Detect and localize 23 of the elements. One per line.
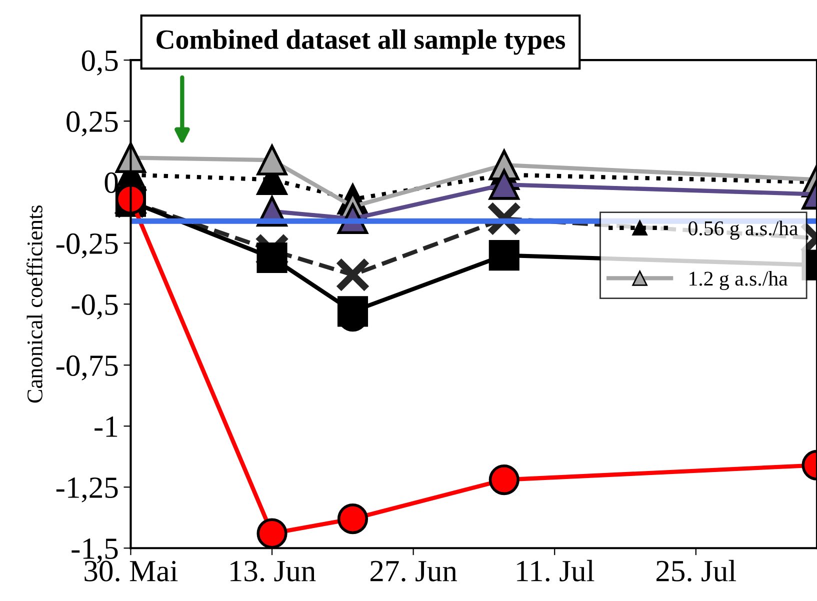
y-tick-label: -0,25 [56,233,118,258]
y-tick-label: -0,5 [72,294,118,320]
y-axis-title: Canonical coefficients [26,205,42,403]
point [335,257,370,292]
point [488,169,520,200]
x-tick-label: 25. Jul [656,560,736,582]
legend-label: 0.56 g a.s./ha [688,220,798,240]
y-tick-label: -1,25 [56,477,118,502]
x-tick-label: 13. Jun [230,560,316,582]
point [488,240,520,271]
y-tick-label: -0,75 [56,355,118,380]
point [488,464,520,496]
x-tick-label: 27. Jun [370,560,457,582]
y-tick-label: 0,5 [82,50,118,76]
point [256,242,288,274]
y-tick-label: -1 [94,416,118,437]
legend-label: 1.2 g a.s./ha [690,271,788,290]
point [256,144,288,176]
chart-title: Combined dataset all sample types [156,29,566,55]
point [256,518,288,549]
point [337,504,368,534]
y-tick-label: 0,25 [66,111,118,136]
x-tick-label: 11. Jul [517,560,594,582]
